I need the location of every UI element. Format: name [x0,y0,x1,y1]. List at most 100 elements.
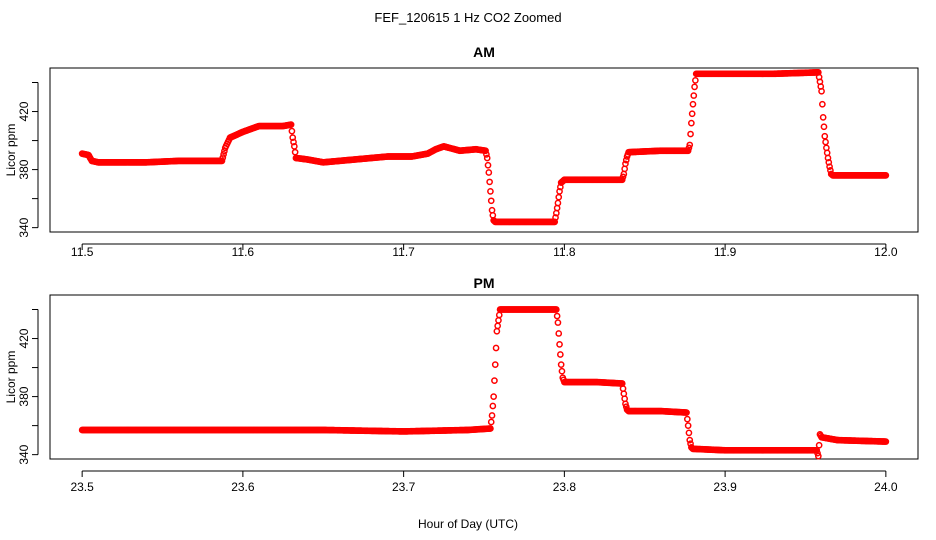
data-point [553,312,561,320]
data-point [823,144,830,152]
x-tick-label: 23.5 [70,480,94,494]
data-point [686,436,694,444]
data-point [484,161,492,169]
data-point [882,172,890,179]
x-tick-label: 11.8 [553,245,576,259]
data-point [683,409,690,416]
data-point [689,100,697,108]
data-point [554,319,562,326]
data-point [552,306,560,313]
y-tick-label: 380 [17,159,31,179]
data-point [483,151,490,158]
data-point [822,138,829,146]
data-point [684,147,692,155]
data-point [620,390,628,398]
data-point [488,412,496,419]
data-point [692,76,699,84]
y-axis-label: Licor ppm [4,351,18,404]
pm-panel: PM Licor ppm 23.5 23.6 23.7 23.8 23.9 24.0 340 38… [4,275,919,494]
data-point [821,132,829,140]
data-point [618,176,626,184]
data-point [685,429,693,437]
data-point [488,206,496,214]
data-point [220,151,227,158]
data-point [491,377,498,384]
panel-title: PM [474,275,495,291]
data-point [688,110,696,118]
data-point [619,173,627,181]
data-point [493,327,501,335]
data-point [487,197,495,205]
data-point [487,188,494,195]
data-point [813,446,821,454]
data-point [691,83,698,91]
data-point [882,438,890,445]
data-point [482,147,489,155]
x-tick-label: 23.7 [392,480,416,494]
y-tick-label: 340 [17,217,31,237]
data-point [684,422,692,429]
x-axis-label: Hour of Day (UTC) [418,517,518,531]
x-tick-label: 23.6 [231,480,255,494]
data-point [814,449,821,457]
data-point [683,415,691,423]
data-point [819,100,826,108]
data-point [685,144,693,152]
data-point [487,425,494,432]
data-point [619,385,627,392]
x-tick-label: 23.8 [553,480,577,494]
data-point [622,400,629,408]
data-point [555,193,563,201]
data-point [621,395,629,403]
data-point [818,87,825,95]
x-tick-label: 23.9 [713,480,737,494]
data-point [555,330,563,337]
data-point [487,418,495,426]
plot-frame [49,67,919,233]
data-point [820,123,828,131]
data-point [491,361,499,369]
data-point [483,154,491,162]
am-panel: AM Licor ppm 11.5 11.6 11.7 11.8 11.9 12.0 340 38… [4,44,919,259]
data-point [622,156,630,164]
data-point [814,452,822,460]
y-axis-label: Licor ppm [4,124,18,177]
x-tick-label: 11.7 [392,245,415,259]
data-point [288,127,296,135]
data-point [291,148,299,156]
x-tick-label: 11.9 [714,245,737,259]
data-point [490,393,497,400]
data-point [489,402,497,410]
data-point [557,361,565,369]
data-point [492,344,500,352]
data-point [556,341,563,348]
data-point [554,199,562,207]
data-point [489,211,497,219]
y-tick-label: 420 [17,328,31,348]
data-point [485,169,493,176]
figure-title: FEF_120615 1 Hz CO2 Zoomed [374,10,561,25]
data-point [486,178,493,186]
data-point [495,311,503,319]
data-point [219,154,227,161]
data-point [495,317,502,324]
plot-frame [49,294,919,460]
data-point [687,130,694,138]
data-point [218,157,226,165]
y-tick-label: 380 [17,386,31,406]
data-point [622,160,629,168]
x-tick-label: 11.5 [71,245,94,259]
data-point [558,367,566,375]
data-point [287,121,295,128]
data-point [557,351,564,358]
x-tick-label: 24.0 [874,480,898,494]
data-point [494,322,502,330]
x-tick-label: 11.6 [232,245,255,259]
panel-title: AM [473,44,495,60]
data-point [688,119,695,127]
data-point [553,204,561,212]
data-point [621,165,629,173]
data-point [826,163,833,171]
data-point [819,114,827,121]
